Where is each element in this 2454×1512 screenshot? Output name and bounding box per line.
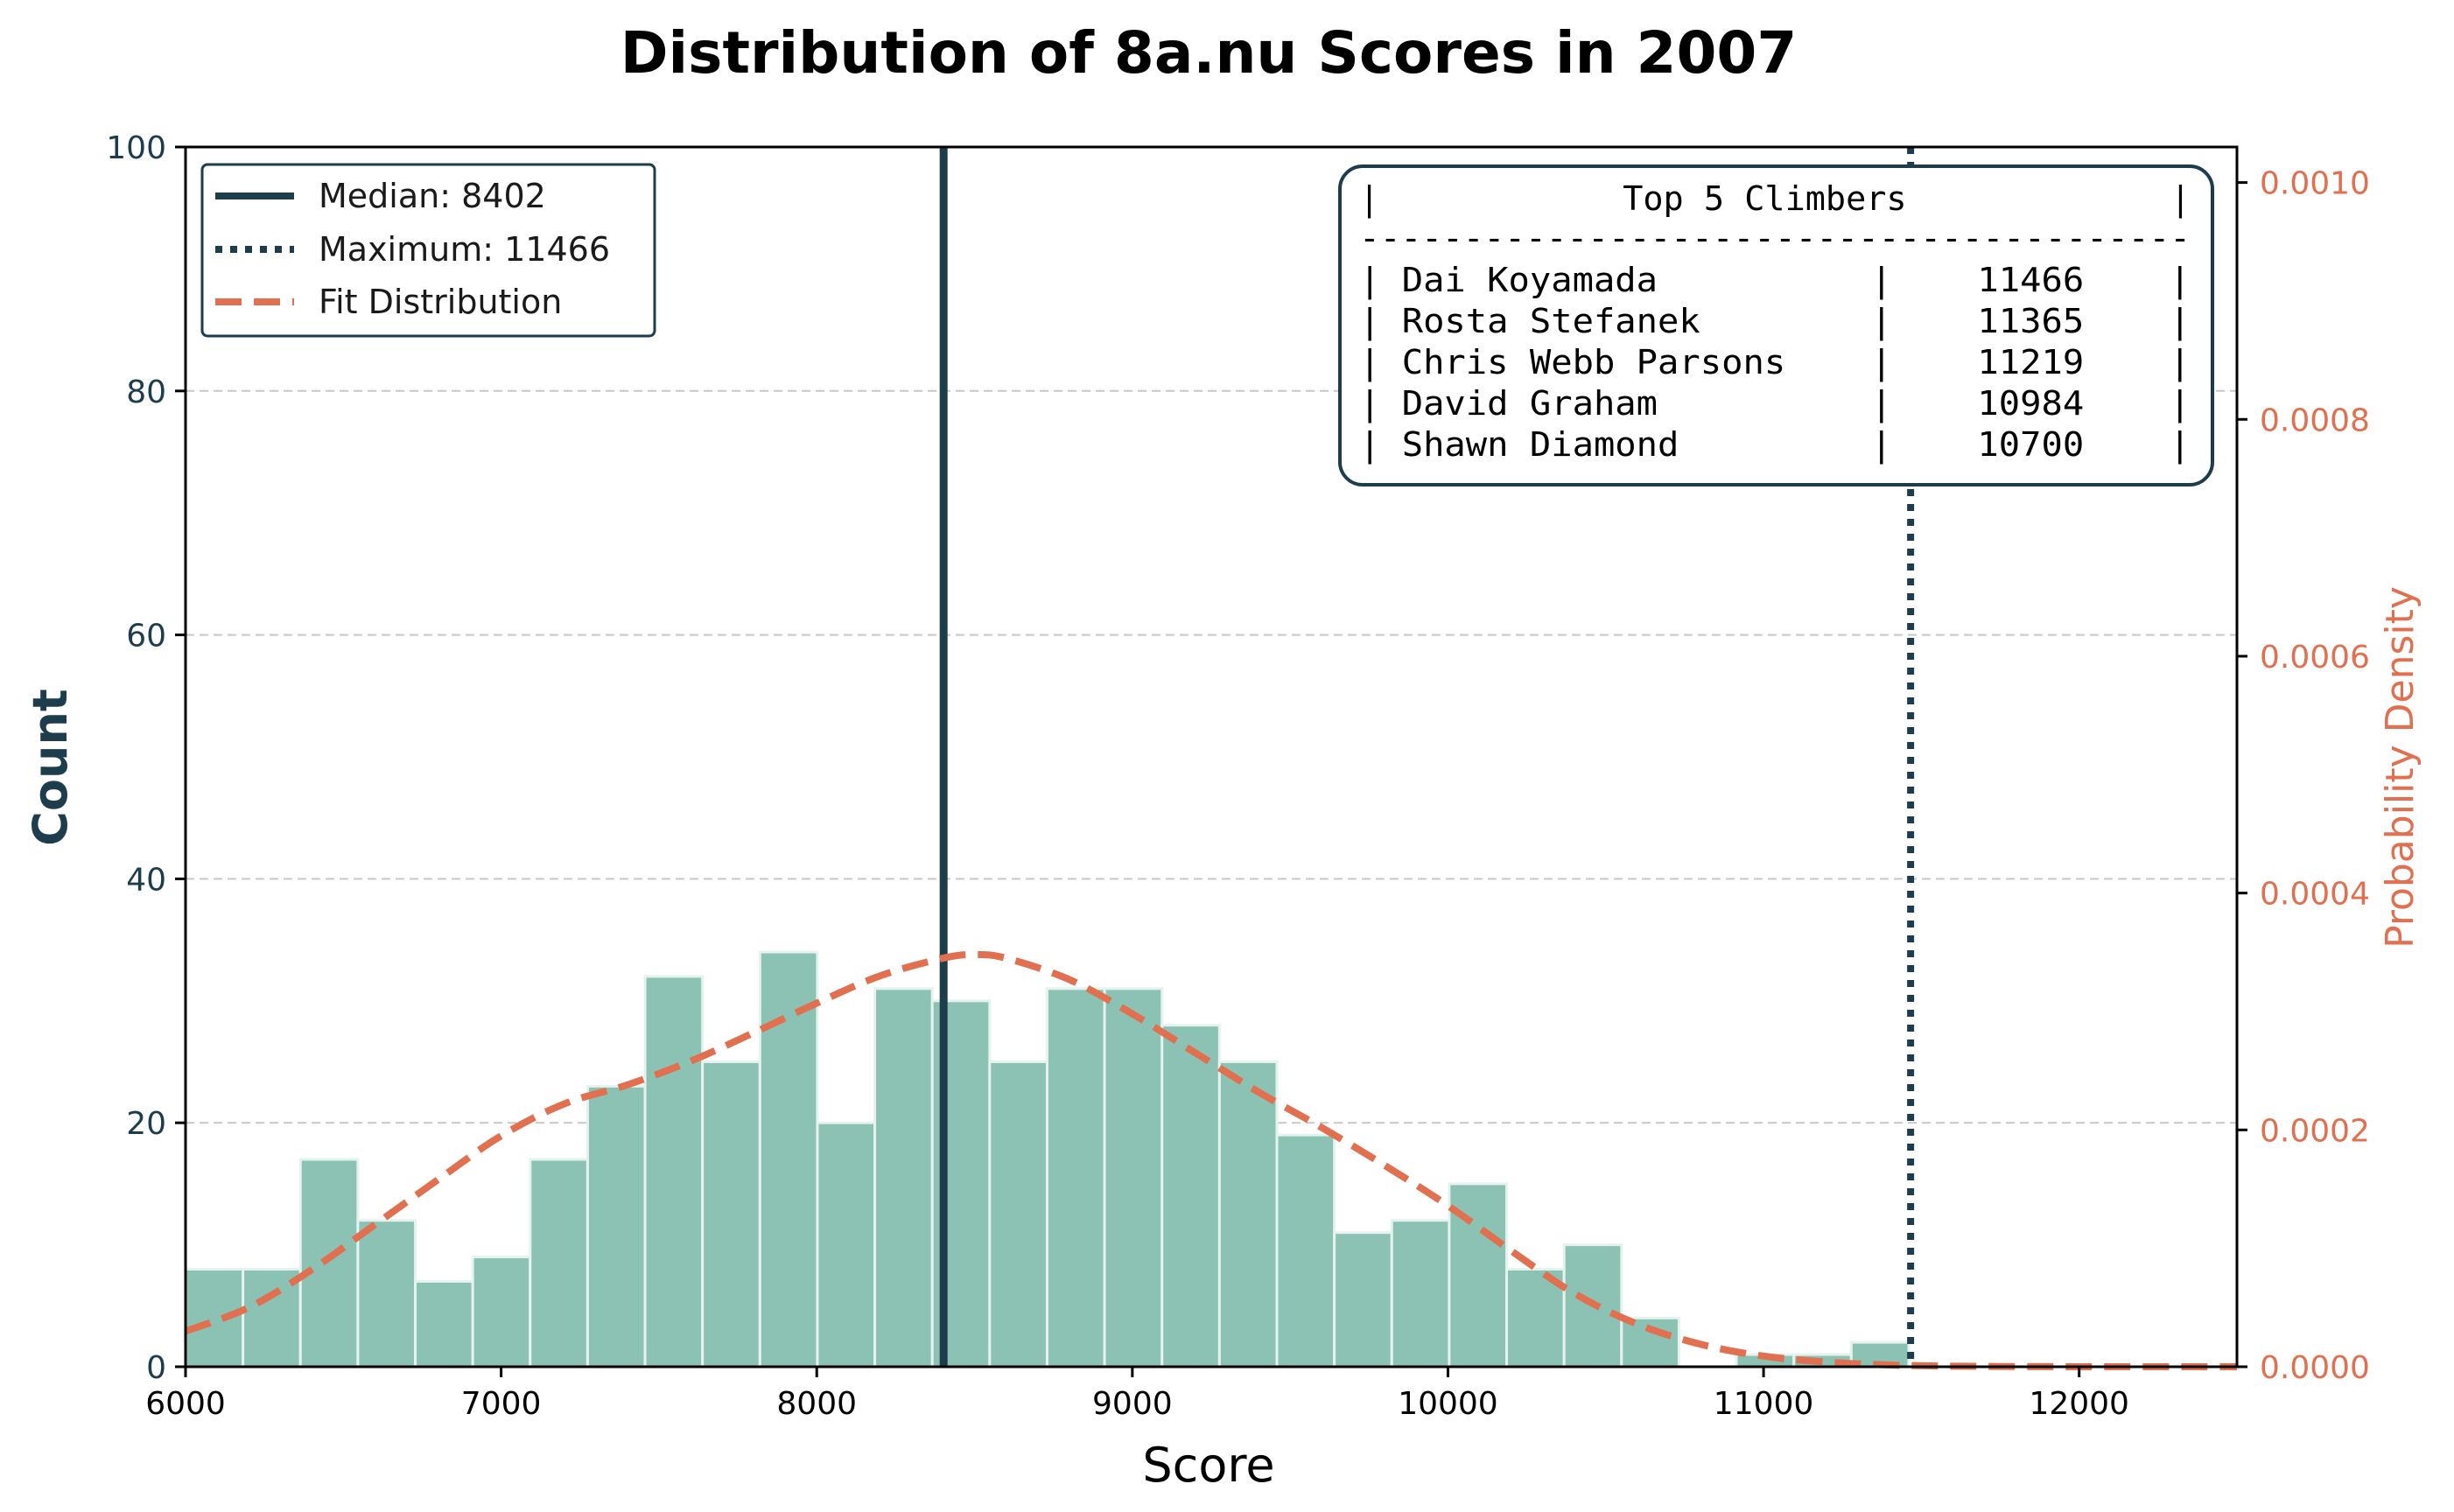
histogram-bar — [1045, 987, 1106, 1368]
x-tick-label: 12000 — [2029, 1386, 2129, 1422]
plot-frame — [184, 145, 2239, 1368]
table-row: | Shawn Diamond | 10700 | — [1359, 425, 2191, 465]
histogram-bars — [184, 950, 1911, 1368]
histogram-bar — [184, 1267, 245, 1368]
histogram-bar — [988, 1060, 1048, 1368]
histogram-bar — [1103, 987, 1164, 1368]
histogram-bar — [356, 1219, 417, 1368]
histogram-bar — [242, 1267, 302, 1368]
histogram-bar — [585, 1084, 647, 1368]
histogram-bar — [298, 1158, 360, 1368]
legend-maximum-label: Maximum: 11466 — [319, 230, 610, 269]
histogram-bar — [758, 950, 819, 1368]
left-tick-label: 20 — [126, 1106, 166, 1142]
right-tick-label: 0.0004 — [2260, 877, 2370, 913]
right-tick-label: 0.0006 — [2260, 640, 2370, 676]
top-climbers-table: | Top 5 Climbers | ---------------------… — [1338, 164, 2214, 486]
x-tick-label: 8000 — [776, 1386, 857, 1422]
histogram-bar — [471, 1256, 532, 1368]
fit-distribution-line — [184, 950, 2238, 1371]
y-axis-label: Count — [23, 689, 78, 845]
x-axis-ticks: 6000 7000 8000 9000 10000 11000 12000 — [145, 1367, 2129, 1422]
histogram-bar — [1620, 1316, 1680, 1368]
left-tick-label: 100 — [106, 130, 166, 166]
chart-title: Distribution of 8a.nu Scores in 2007 — [621, 19, 1798, 87]
table-row: | Dai Koyamada | 11466 | — [1359, 261, 2191, 300]
histogram-bar — [873, 987, 934, 1368]
histogram-bar — [816, 1121, 877, 1368]
table-box — [1338, 164, 2214, 486]
table-row: | David Graham | 10984 | — [1359, 384, 2191, 424]
histogram-bar — [1275, 1133, 1336, 1368]
histogram-bar — [701, 1060, 761, 1368]
histogram-bar — [1160, 1024, 1221, 1368]
x-tick-label: 10000 — [1398, 1386, 1498, 1422]
histogram-bar — [1217, 1060, 1279, 1368]
secondary-y-axis-label: Probability Density — [2378, 586, 2422, 948]
left-axis-ticks: 0 20 40 60 80 100 — [106, 130, 186, 1386]
legend-fit-label: Fit Distribution — [319, 283, 562, 321]
legend-box — [200, 163, 656, 338]
legend-median-label: Median: 8402 — [319, 177, 546, 215]
right-tick-label: 0.0000 — [2260, 1350, 2370, 1386]
x-tick-label: 7000 — [461, 1386, 542, 1422]
right-tick-label: 0.0002 — [2260, 1113, 2370, 1149]
histogram-bar — [643, 975, 705, 1368]
left-tick-label: 0 — [146, 1350, 166, 1386]
histogram-bar — [1390, 1219, 1451, 1368]
right-axis-ticks: 0.0000 0.0002 0.0004 0.0006 0.0008 0.0010 — [2237, 166, 2370, 1386]
right-tick-label: 0.0008 — [2260, 402, 2370, 438]
left-tick-label: 80 — [126, 374, 166, 410]
right-tick-label: 0.0010 — [2260, 166, 2370, 202]
x-tick-label: 6000 — [145, 1386, 226, 1422]
x-axis-label: Score — [1142, 1438, 1274, 1493]
x-tick-label: 9000 — [1092, 1386, 1173, 1422]
table-row: | Rosta Stefanek | 11365 | — [1359, 302, 2191, 341]
histogram-bar — [414, 1279, 474, 1368]
x-tick-label: 11000 — [1714, 1386, 1814, 1422]
legend: Median: 8402 Maximum: 11466 Fit Distribu… — [200, 163, 656, 338]
histogram-bar — [529, 1158, 589, 1368]
table-separator: ---------------------------------------- — [1359, 219, 2191, 257]
table-title-row: | Top 5 Climbers | — [1359, 179, 2191, 219]
left-tick-label: 60 — [126, 619, 166, 654]
left-tick-label: 40 — [126, 862, 166, 898]
table-row: | Chris Webb Parsons | 11219 | — [1359, 343, 2191, 382]
histogram-bar — [1333, 1231, 1393, 1368]
